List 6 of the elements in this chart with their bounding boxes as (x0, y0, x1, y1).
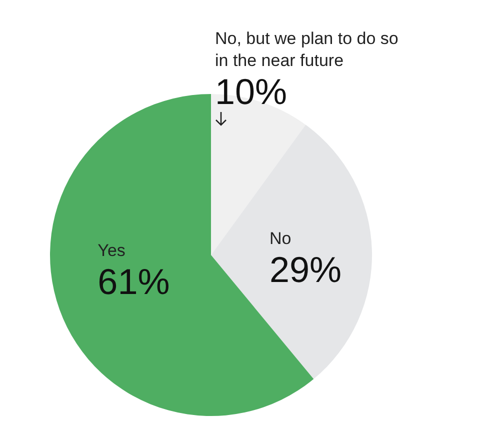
data-label: 61% (98, 260, 170, 302)
data-label: 10% (215, 71, 288, 112)
slice-label: No, but we plan to do so in the near future (215, 29, 398, 70)
slice-label: Yes (98, 240, 126, 260)
slice-label: No (270, 228, 292, 248)
data-label: 29% (270, 248, 342, 290)
